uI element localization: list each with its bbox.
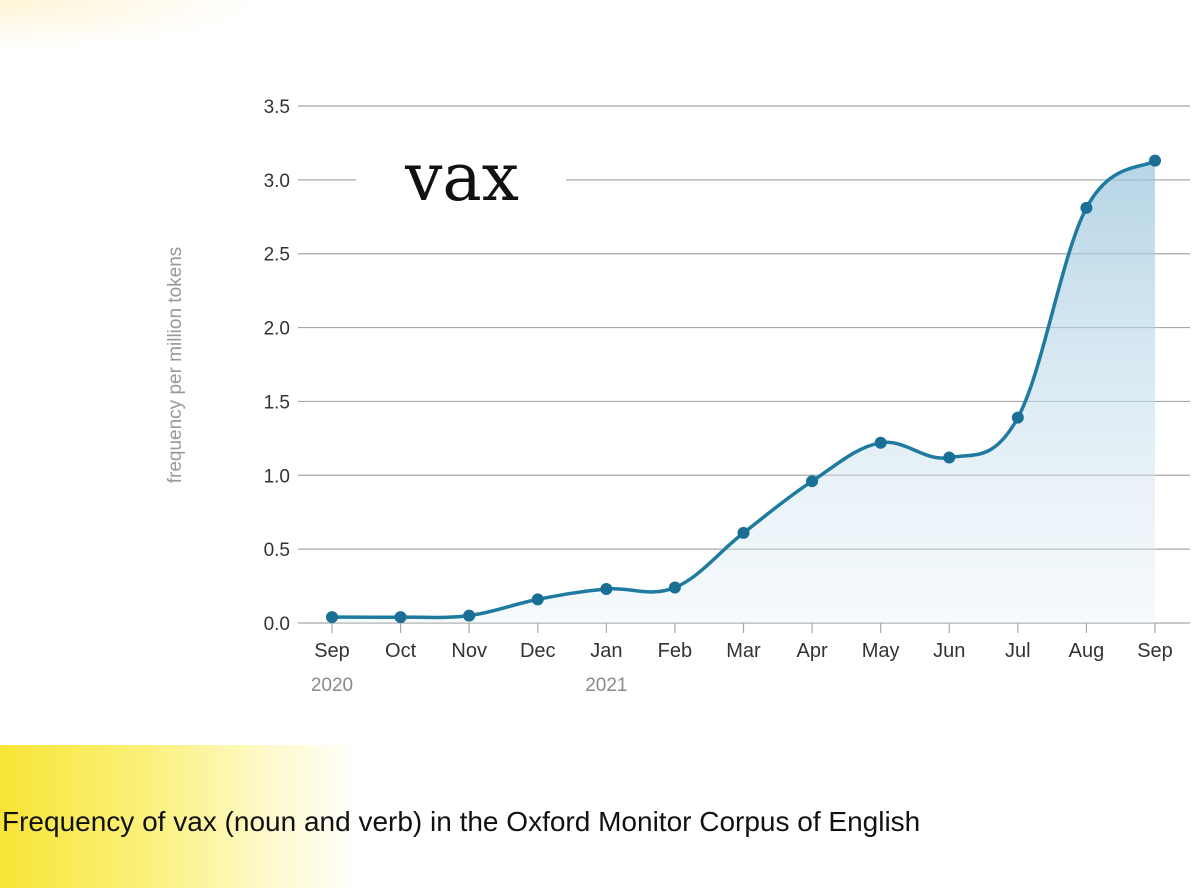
caption-band [0, 745, 1200, 888]
background-glow [0, 0, 260, 50]
area-fill-layer [332, 160, 1155, 623]
data-point-may [874, 436, 887, 449]
y-tick-label: 3.0 [264, 171, 290, 192]
year-label: 2020 [311, 675, 353, 696]
x-tick-label: Aug [1069, 640, 1105, 662]
data-point-jan [600, 583, 613, 596]
x-tick-label: Mar [726, 640, 761, 662]
x-tick-label: Jun [933, 640, 965, 662]
x-tick-label: Apr [797, 640, 828, 662]
y-tick-label: 0.0 [264, 614, 290, 635]
data-point-oct [394, 611, 407, 624]
data-point-mar [737, 526, 750, 539]
x-tick-label: May [862, 640, 900, 662]
x-tick-label: Nov [451, 640, 487, 662]
x-tick-label: Sep [314, 640, 350, 662]
y-tick-label: 1.0 [264, 466, 290, 487]
year-label: 2021 [585, 675, 627, 696]
series-area [332, 160, 1155, 623]
data-point-apr [806, 475, 819, 488]
data-point-sep [326, 611, 338, 624]
data-point-sep [1149, 154, 1161, 167]
y-axis-label: frequency per million tokens [165, 247, 186, 484]
data-point-dec [531, 593, 544, 606]
y-tick-labels: 0.0 0.5 1.0 1.5 2.0 2.5 3.0 3.5 [264, 97, 290, 635]
data-point-aug [1080, 201, 1093, 214]
y-tick-label: 2.0 [264, 319, 290, 340]
x-tick-label: Feb [658, 640, 692, 662]
x-tick-label: Jan [590, 640, 622, 662]
data-point-jun [943, 451, 956, 464]
data-point-nov [463, 609, 476, 622]
y-tick-label: 2.5 [264, 245, 290, 266]
x-tick-label: Oct [385, 640, 417, 662]
data-points [326, 154, 1161, 624]
x-tick-label: Sep [1137, 640, 1173, 662]
chart-title: vax [404, 139, 519, 216]
data-point-jul [1011, 411, 1024, 424]
x-tick-label: Dec [520, 640, 556, 662]
y-tick-label: 0.5 [264, 540, 290, 561]
y-tick-label: 1.5 [264, 392, 290, 413]
figure-caption: Frequency of vax (noun and verb) in the … [2, 806, 921, 837]
x-tick-label: Jul [1005, 640, 1031, 662]
x-tick-labels: Sep Oct Nov Dec Jan Feb Mar Apr May Jun Jul Aug Sep 2… [311, 623, 1173, 696]
y-tick-label: 3.5 [264, 97, 290, 118]
data-point-feb [668, 581, 681, 594]
